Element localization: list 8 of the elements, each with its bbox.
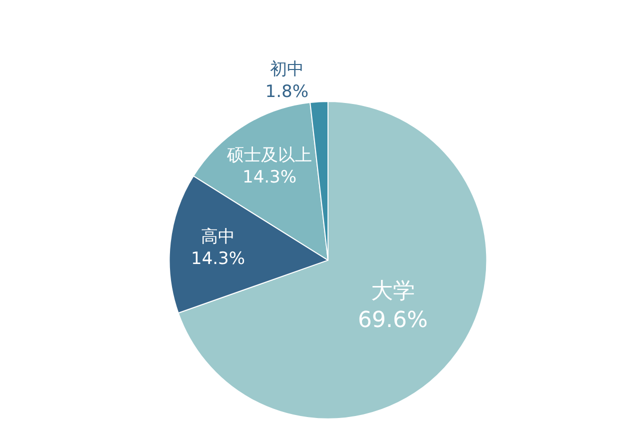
data-label: 14.3% — [191, 249, 246, 270]
slice-label: 硕士及以上 — [226, 146, 312, 166]
data-label: 1.8% — [265, 82, 309, 102]
slice-label: 大学 — [370, 279, 415, 304]
slice-label: 初中 — [270, 60, 304, 80]
data-label: 14.3% — [242, 168, 297, 188]
slice-label: 高中 — [201, 226, 236, 247]
data-label: 69.6% — [358, 308, 428, 333]
